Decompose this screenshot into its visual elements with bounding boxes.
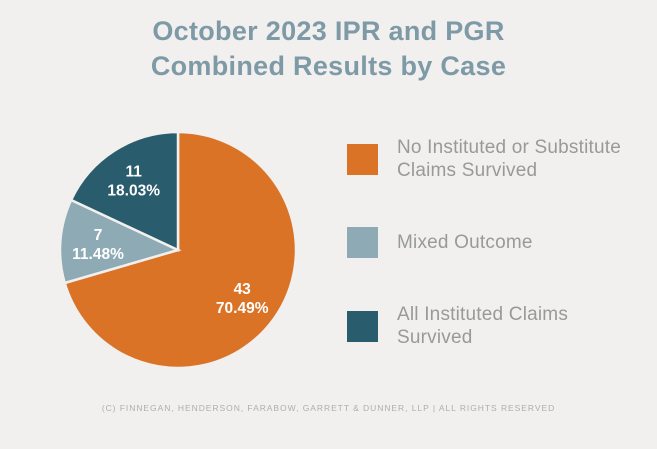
pie-slice-label-no-instituted-or-substitute-claims-survived: 43 70.49%: [216, 281, 269, 317]
legend-item-all-instituted-claims-survived: All Instituted Claims Survived: [347, 303, 647, 349]
pie-slice-label-all-instituted-claims-survived: 11 18.03%: [107, 163, 160, 199]
legend-item-no-instituted-or-substitute-claims-survived: No Instituted or Substitute Claims Survi…: [347, 136, 647, 182]
legend-label: Mixed Outcome: [397, 232, 533, 253]
chart-title: October 2023 IPR and PGR Combined Result…: [150, 16, 507, 81]
legend: No Instituted or Substitute Claims Survi…: [347, 136, 647, 394]
pie-slice-mixed-outcome: [58, 198, 182, 285]
legend-label: No Instituted or Substitute Claims Survi…: [397, 137, 622, 181]
copyright-footer: (C) FINNEGAN, HENDERSON, FARABOW, GARRET…: [101, 403, 556, 413]
legend-label: All Instituted Claims Survived: [397, 304, 569, 348]
pie-slice-label-mixed-outcome: 7 11.48%: [72, 227, 124, 263]
legend-item-mixed-outcome: Mixed Outcome: [347, 227, 647, 258]
legend-swatch-teal: [347, 310, 378, 342]
legend-swatch-gray-blue: [347, 227, 378, 258]
pie-slice-all-instituted-claims-survived: [69, 130, 180, 252]
legend-swatch-orange: [347, 143, 378, 175]
